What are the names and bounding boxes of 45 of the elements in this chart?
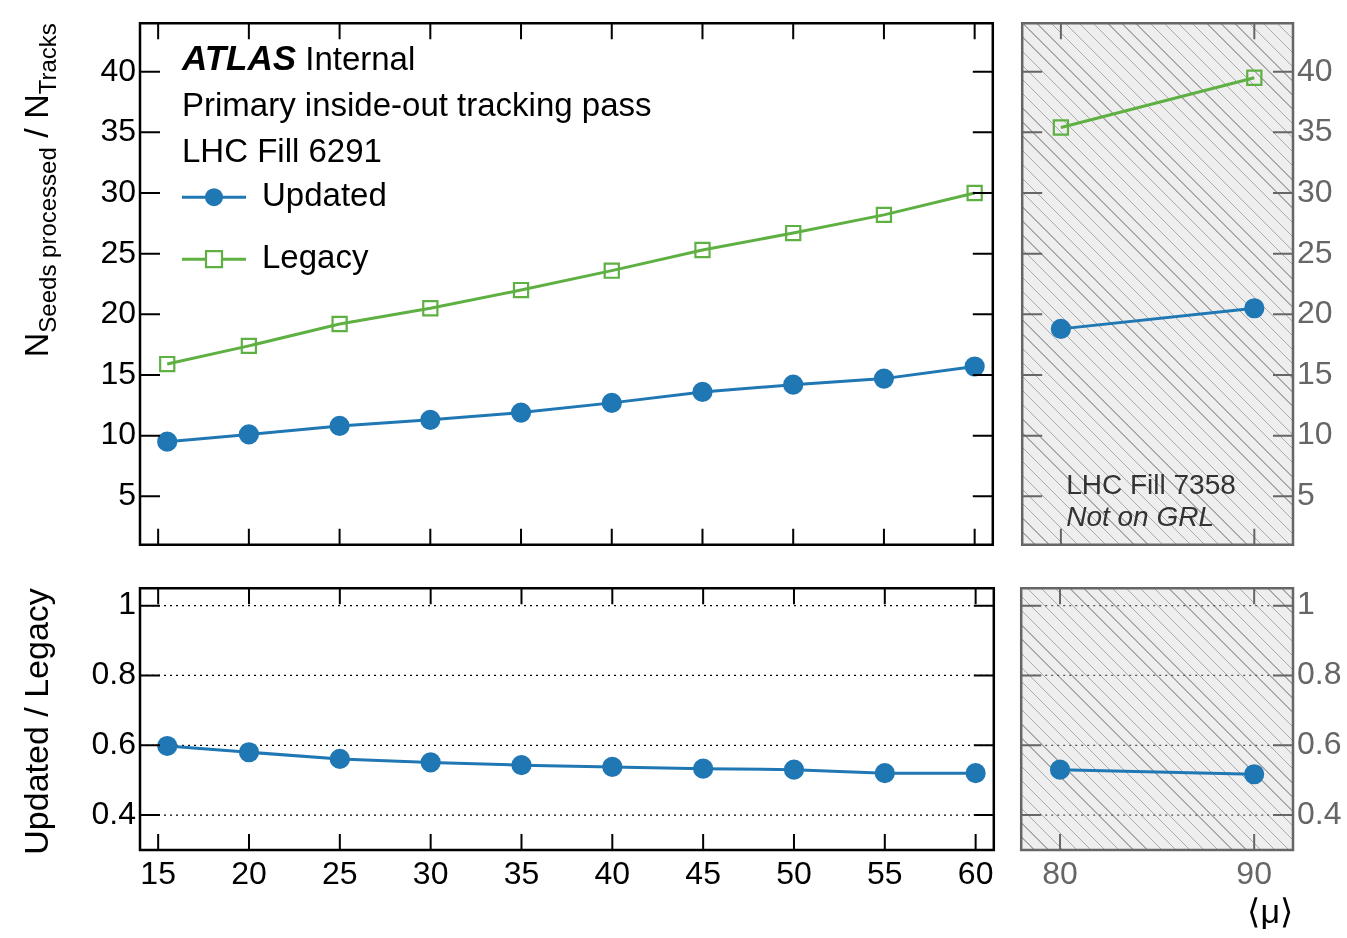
x-tick-label: 25 [322, 855, 358, 892]
annotation: LHC Fill 6291 [182, 132, 382, 170]
y-tick-label: 1 [118, 585, 136, 622]
x-tick-label: 90 [1236, 855, 1272, 892]
x-tick-label: 20 [231, 855, 267, 892]
y-tick-label: 40 [1297, 51, 1333, 88]
y-tick-label: 20 [100, 294, 136, 331]
y-tick-label: 0.6 [1297, 725, 1342, 762]
y-tick-label: 30 [100, 172, 136, 209]
y-tick-label: 5 [1297, 476, 1315, 513]
y-tick-label: 25 [100, 233, 136, 270]
y-tick-label: 1 [1297, 585, 1315, 622]
y-tick-label: 10 [1297, 415, 1333, 452]
x-tick-label: 35 [503, 855, 540, 892]
y-axis-title: NSeeds processed / NTracks [17, 23, 61, 358]
y-tick-label: 40 [100, 51, 136, 88]
y-tick-label: 15 [100, 354, 136, 391]
x-tick-label: 80 [1042, 855, 1078, 892]
annotation: ATLAS Internal [181, 38, 416, 78]
x-tick-label: 40 [594, 855, 631, 892]
x-axis-title: ⟨μ⟩ [1247, 891, 1293, 930]
y-tick-label: 10 [100, 415, 136, 452]
y-tick-label: 35 [1297, 112, 1333, 149]
y-tick-label: 30 [1297, 172, 1333, 209]
legend-label: Updated [262, 176, 387, 214]
y-tick-label: 0.8 [91, 655, 136, 692]
x-tick-label: 30 [412, 855, 449, 892]
y-tick-label: 15 [1297, 354, 1333, 391]
annotation: Primary inside-out tracking pass [182, 86, 652, 124]
y-tick-label: 5 [118, 476, 136, 513]
y-tick-label: 25 [1297, 233, 1333, 270]
y-tick-label: 0.4 [91, 794, 136, 831]
annotation: LHC Fill 7358 [1066, 468, 1236, 500]
x-tick-label: 60 [957, 855, 994, 892]
y-tick-label: 35 [100, 112, 136, 149]
annotation: Not on GRL [1066, 500, 1215, 532]
legend-label: Legacy [262, 238, 369, 276]
y-tick-label: 0.6 [91, 725, 136, 762]
x-tick-label: 50 [776, 855, 812, 892]
x-tick-label: 45 [685, 855, 721, 892]
y-tick-label: 0.8 [1297, 655, 1342, 692]
y-tick-label: 20 [1297, 294, 1333, 331]
y-axis-title: Updated / Legacy [17, 588, 55, 855]
y-tick-label: 0.4 [1297, 794, 1342, 831]
x-tick-label: 55 [867, 855, 903, 892]
